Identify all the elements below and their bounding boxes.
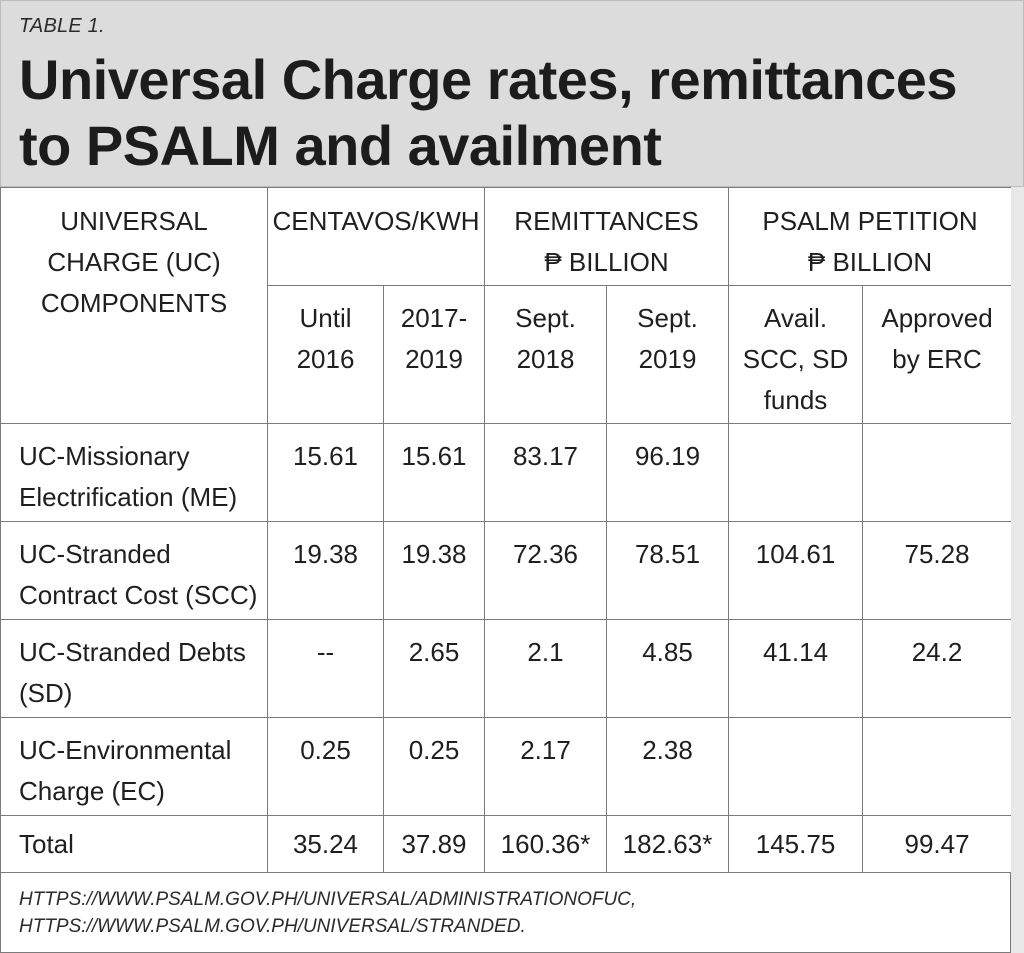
table-cell: [728, 423, 864, 522]
table-row: UC-Missionary Electrification (ME) 15.61…: [0, 423, 1013, 522]
page-edge: [1011, 187, 1024, 953]
table-cell: 160.36*: [484, 815, 607, 873]
table-row: UC-Environmental Charge (EC) 0.25 0.25 2…: [0, 717, 1013, 816]
table-cell: 2.1: [484, 619, 607, 718]
table-row: UC-Stranded Contract Cost (SCC) 19.38 19…: [0, 521, 1013, 620]
subheader-until-2016: Until 2016: [267, 285, 384, 424]
subheader-2017-2019: 2017- 2019: [383, 285, 485, 424]
subheader-sept-2019: Sept. 2019: [605, 285, 730, 424]
row-label: UC-Stranded Debts (SD): [0, 619, 268, 718]
table-cell: [728, 717, 864, 816]
table-cell: --: [267, 619, 384, 718]
source-note: HTTPS://WWW.PSALM.GOV.PH/UNIVERSAL/ADMIN…: [0, 873, 1011, 953]
title-banner: TABLE 1. Universal Charge rates, remitta…: [0, 0, 1024, 187]
table-title: Universal Charge rates, remittances to P…: [19, 48, 958, 177]
total-row: Total 35.24 37.89 160.36* 182.63* 145.75…: [0, 815, 1013, 873]
table-cell: 2.17: [484, 717, 607, 816]
remittances-header: REMITTANCES ₱ BILLION: [483, 187, 730, 286]
table-cell: 99.47: [862, 815, 1013, 873]
table-cell: 0.25: [267, 717, 384, 816]
row-label: UC-Missionary Electrification (ME): [0, 423, 268, 522]
table-cell: 24.2: [862, 619, 1013, 718]
table-cell: 78.51: [605, 521, 730, 620]
table-cell: 4.85: [605, 619, 730, 718]
row-label: UC-Environmental Charge (EC): [0, 717, 268, 816]
table-cell: 182.63*: [605, 815, 730, 873]
table-cell: 0.25: [383, 717, 485, 816]
table-cell: 2.65: [383, 619, 485, 718]
table-row: UC-Stranded Debts (SD) -- 2.65 2.1 4.85 …: [0, 619, 1013, 718]
table-cell: [862, 423, 1013, 522]
subheader-sept-2018: Sept. 2018: [484, 285, 607, 424]
table-cell: [862, 717, 1013, 816]
table-cell: 37.89: [383, 815, 485, 873]
row-label: UC-Stranded Contract Cost (SCC): [0, 521, 268, 620]
table-cell: 41.14: [728, 619, 864, 718]
table-cell: 19.38: [383, 521, 485, 620]
table-cell: 104.61: [728, 521, 864, 620]
subheader-avail-funds: Avail. SCC, SD funds: [728, 285, 864, 424]
centavos-header: CENTAVOS/KWH: [267, 187, 485, 286]
table-cell: 75.28: [862, 521, 1013, 620]
table-cell: 15.61: [383, 423, 485, 522]
universal-charge-table: UNIVERSAL CHARGE (UC) COMPONENTS CENTAVO…: [0, 187, 1013, 873]
row-label: Total: [0, 815, 268, 873]
table-cell: 83.17: [484, 423, 607, 522]
table-cell: 145.75: [728, 815, 864, 873]
subheader-approved-by-erc: Approved by ERC: [862, 285, 1013, 424]
table-cell: 19.38: [267, 521, 384, 620]
table-cell: 96.19: [605, 423, 730, 522]
table-cell: 72.36: [484, 521, 607, 620]
psalm-petition-header: PSALM PETITION ₱ BILLION: [728, 187, 1013, 286]
components-header: UNIVERSAL CHARGE (UC) COMPONENTS: [0, 187, 268, 424]
table-number-label: TABLE 1.: [19, 15, 105, 37]
table-cell: 2.38: [605, 717, 730, 816]
table-cell: 15.61: [267, 423, 384, 522]
table-cell: 35.24: [267, 815, 384, 873]
